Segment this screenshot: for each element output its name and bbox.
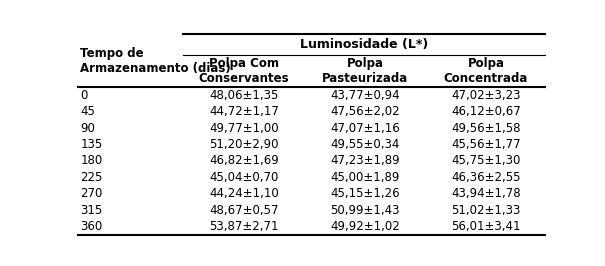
Text: 46,82±1,69: 46,82±1,69 [209,155,279,168]
Text: 53,87±2,71: 53,87±2,71 [209,220,279,233]
Text: 47,23±1,89: 47,23±1,89 [330,155,400,168]
Text: 45,75±1,30: 45,75±1,30 [451,155,520,168]
Text: 48,06±1,35: 48,06±1,35 [209,89,279,102]
Text: 225: 225 [80,171,103,184]
Text: Polpa
Concentrada: Polpa Concentrada [443,57,528,85]
Text: 45,04±0,70: 45,04±0,70 [209,171,279,184]
Text: 46,12±0,67: 46,12±0,67 [451,105,521,118]
Text: Polpa Com
Conservantes: Polpa Com Conservantes [198,57,289,85]
Text: 0: 0 [80,89,88,102]
Text: 44,24±1,10: 44,24±1,10 [209,187,279,200]
Text: 315: 315 [80,203,103,217]
Text: 50,99±1,43: 50,99±1,43 [330,203,400,217]
Text: 51,20±2,90: 51,20±2,90 [209,138,279,151]
Text: 47,07±1,16: 47,07±1,16 [330,122,400,135]
Text: Tempo de
Armazenamento (dias): Tempo de Armazenamento (dias) [80,47,231,74]
Text: 51,02±1,33: 51,02±1,33 [451,203,520,217]
Text: 90: 90 [80,122,95,135]
Text: 45,56±1,77: 45,56±1,77 [451,138,521,151]
Text: 45: 45 [80,105,95,118]
Text: 48,67±0,57: 48,67±0,57 [209,203,279,217]
Text: 49,55±0,34: 49,55±0,34 [330,138,400,151]
Text: 45,15±1,26: 45,15±1,26 [330,187,400,200]
Text: 270: 270 [80,187,103,200]
Text: 49,77±1,00: 49,77±1,00 [209,122,279,135]
Text: 49,92±1,02: 49,92±1,02 [330,220,400,233]
Text: 49,56±1,58: 49,56±1,58 [451,122,521,135]
Text: 44,72±1,17: 44,72±1,17 [209,105,279,118]
Text: 46,36±2,55: 46,36±2,55 [451,171,521,184]
Text: 180: 180 [80,155,103,168]
Text: 360: 360 [80,220,103,233]
Text: 135: 135 [80,138,103,151]
Text: 56,01±3,41: 56,01±3,41 [451,220,521,233]
Text: Polpa
Pasteurizada: Polpa Pasteurizada [322,57,408,85]
Text: Luminosidade (L*): Luminosidade (L*) [300,38,428,51]
Text: 45,00±1,89: 45,00±1,89 [330,171,400,184]
Text: 43,94±1,78: 43,94±1,78 [451,187,521,200]
Text: 47,02±3,23: 47,02±3,23 [451,89,521,102]
Text: 47,56±2,02: 47,56±2,02 [330,105,400,118]
Text: 43,77±0,94: 43,77±0,94 [330,89,400,102]
